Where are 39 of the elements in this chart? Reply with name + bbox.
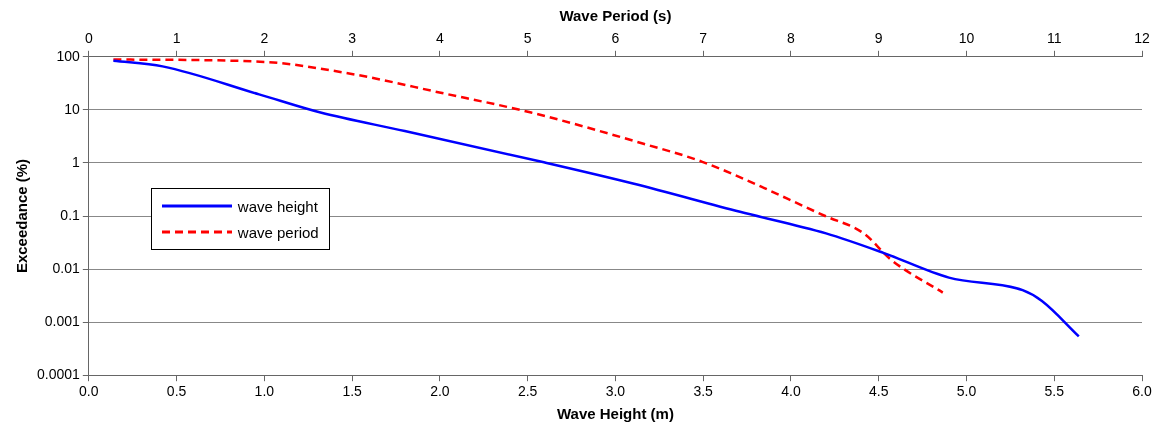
- x-tick-label: 4.5: [868, 383, 889, 400]
- legend-label: wave period: [237, 223, 319, 241]
- y-tick-label: 0.001: [44, 312, 81, 329]
- x2-tick-label: 6: [611, 30, 620, 47]
- x-tick-label: 6.0: [1132, 383, 1152, 400]
- x2-tick-label: 4: [435, 30, 444, 47]
- y-tick-label: 0.0001: [36, 366, 81, 383]
- x2-tick-label: 11: [1046, 30, 1062, 47]
- y-tick-label: 10: [64, 100, 81, 117]
- x2-tick-label: 3: [348, 30, 357, 47]
- x2-tick-label: 1: [172, 30, 181, 47]
- legend-label: wave height: [237, 197, 318, 215]
- x2-tick-label: 5: [523, 30, 532, 47]
- x-tick-label: 2.0: [430, 383, 450, 400]
- x2-tick-label: 9: [874, 30, 883, 47]
- x-tick-label: 2.5: [517, 383, 538, 400]
- x2-tick-label: 12: [1134, 30, 1150, 47]
- line-series: [112, 59, 1081, 338]
- x-tick-label: 1.5: [342, 383, 363, 400]
- x-tick-label: 0.0: [79, 383, 99, 400]
- x2-axis-title: Wave Period (s): [559, 7, 672, 25]
- y-tick-label: 100: [56, 47, 81, 64]
- x2-tick-label: 2: [260, 30, 269, 47]
- x2-tick-label: 10: [958, 30, 975, 47]
- x-tick-label: 3.5: [693, 383, 714, 400]
- y-axis-title: Exceedance (%): [13, 158, 31, 274]
- x-tick-label: 0.5: [166, 383, 187, 400]
- x-tick-label: 4.0: [781, 383, 801, 400]
- x2-tick-label: 7: [699, 30, 708, 47]
- x2-tick-label: 0: [84, 30, 93, 47]
- x2-tick-label: 8: [787, 30, 796, 47]
- y-tick-label: 0.1: [60, 206, 81, 223]
- y-tick-label: 1: [72, 153, 81, 170]
- y-tick-label: 0.01: [52, 259, 81, 276]
- x-tick-label: 5.5: [1044, 383, 1065, 400]
- x-tick-label: 3.0: [605, 383, 626, 400]
- x-tick-label: 1.0: [254, 383, 275, 400]
- x-tick-label: 5.0: [956, 383, 977, 400]
- x-axis-title: Wave Height (m): [556, 405, 674, 423]
